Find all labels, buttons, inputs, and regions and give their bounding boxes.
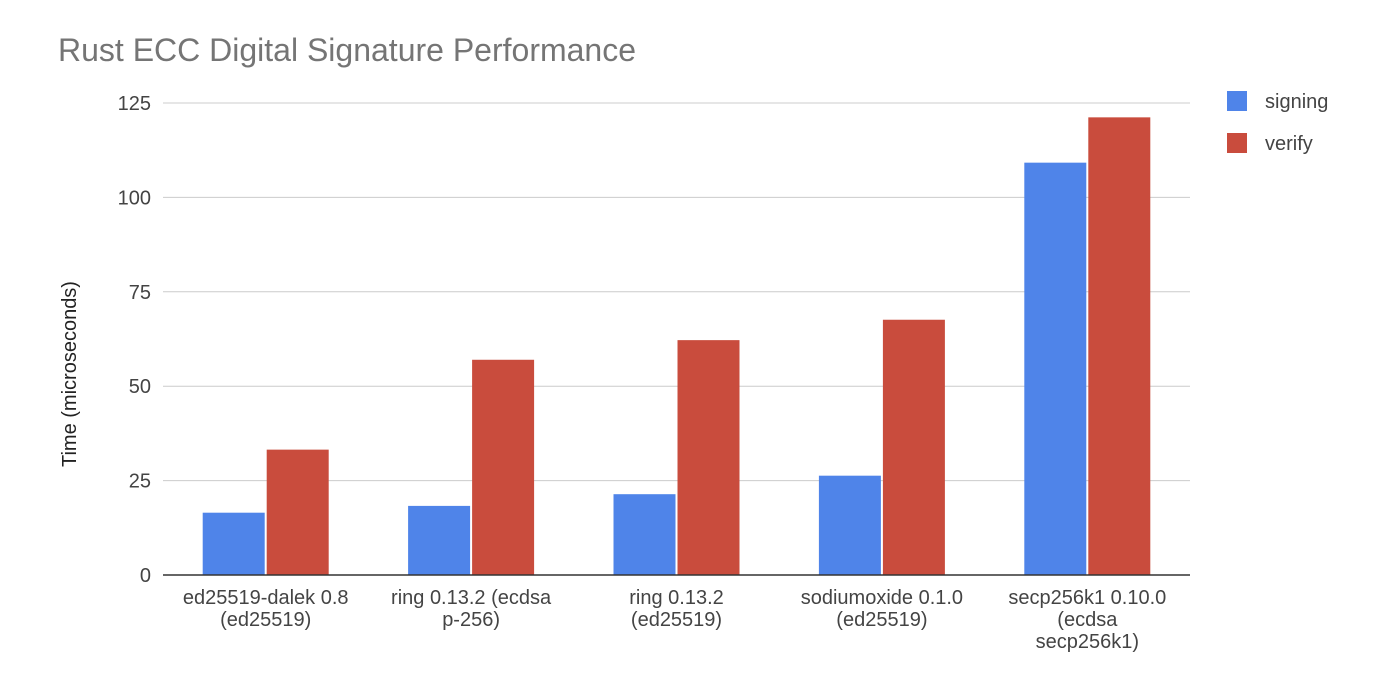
bar-signing <box>202 512 265 575</box>
x-tick-label-line: secp256k1 0.10.0 <box>1008 587 1166 609</box>
y-axis-label: Time (microseconds) <box>59 281 81 467</box>
y-tick-label: 125 <box>118 93 151 115</box>
x-tick-label-line: ring 0.13.2 <box>629 587 724 609</box>
x-tick-label-line: secp256k1) <box>1036 631 1139 653</box>
bar-verify <box>266 449 329 575</box>
legend-label-verify: verify <box>1265 133 1313 155</box>
x-tick-label: ring 0.13.2 (ed25519) <box>629 587 724 631</box>
x-tick-label: sodiumoxide 0.1.0 (ed25519) <box>801 587 963 631</box>
y-tick-label: 0 <box>140 565 151 587</box>
x-tick-label-line: (ed25519) <box>220 609 311 631</box>
bar-signing <box>818 475 881 575</box>
bar-verify <box>882 319 945 575</box>
gridlines <box>163 102 1190 482</box>
x-tick-label: ed25519-dalek 0.8 (ed25519) <box>183 587 349 631</box>
legend-swatch-signing <box>1227 91 1247 111</box>
x-tick-label: secp256k1 0.10.0 (ecdsa secp256k1) <box>1008 587 1166 653</box>
x-tick-label-line: (ed25519) <box>631 609 722 631</box>
y-tick-label: 25 <box>129 471 151 493</box>
bar-verify <box>472 359 535 575</box>
legend-label-signing: signing <box>1265 91 1328 113</box>
y-tick-label: 50 <box>129 376 151 398</box>
x-tick-label-line: ring 0.13.2 (ecdsa <box>391 587 552 609</box>
bar-verify <box>1088 117 1151 575</box>
x-tick-label-line: sodiumoxide 0.1.0 <box>801 587 963 609</box>
x-tick-label-line: (ecdsa <box>1057 609 1118 631</box>
bars <box>202 117 1151 575</box>
bar-signing <box>613 494 676 575</box>
legend-swatch-verify <box>1227 133 1247 153</box>
bar-verify <box>677 340 740 575</box>
x-tick-label-line: p-256) <box>442 609 500 631</box>
x-tick-label-line: (ed25519) <box>836 609 927 631</box>
bar-signing <box>1024 162 1087 575</box>
chart-title: Rust ECC Digital Signature Performance <box>58 32 636 68</box>
bar-signing <box>408 505 471 575</box>
y-tick-label: 100 <box>118 187 151 209</box>
legend: signing verify <box>1227 91 1328 155</box>
y-tick-label: 75 <box>129 282 151 304</box>
x-tick-label: ring 0.13.2 (ecdsa p-256) <box>391 587 552 631</box>
x-tick-label-line: ed25519-dalek 0.8 <box>183 587 349 609</box>
